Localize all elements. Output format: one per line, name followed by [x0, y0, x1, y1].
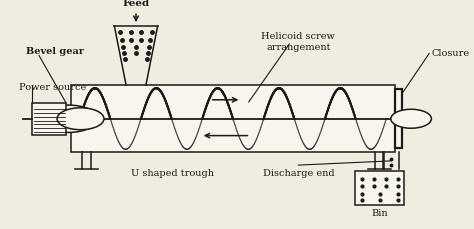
Text: Bin: Bin: [371, 209, 388, 218]
Text: Power source: Power source: [19, 83, 86, 92]
Text: Helicoid screw
arrangement: Helicoid screw arrangement: [262, 32, 335, 52]
Text: U shaped trough: U shaped trough: [130, 169, 214, 178]
Circle shape: [39, 105, 98, 132]
Text: Closure: Closure: [431, 49, 470, 58]
Circle shape: [57, 108, 104, 130]
Text: Bevel gear: Bevel gear: [26, 46, 83, 56]
Polygon shape: [395, 89, 402, 148]
Polygon shape: [355, 172, 404, 205]
Text: Feed: Feed: [122, 0, 150, 8]
Polygon shape: [32, 103, 66, 135]
Text: Discharge end: Discharge end: [263, 169, 334, 178]
Circle shape: [391, 109, 431, 128]
Polygon shape: [71, 85, 395, 153]
